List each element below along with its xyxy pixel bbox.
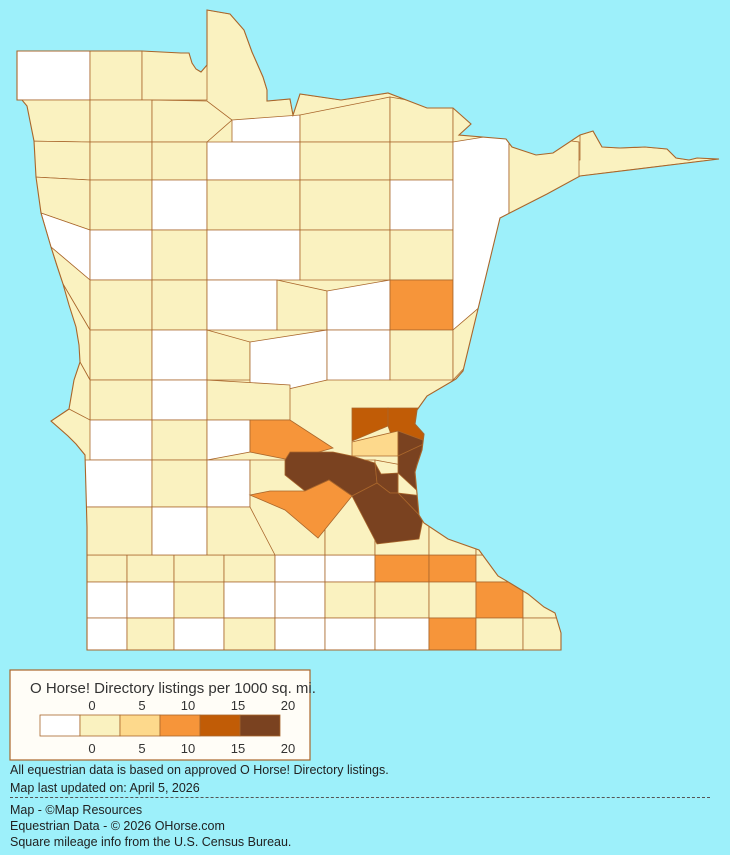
svg-text:15: 15 bbox=[231, 741, 245, 756]
svg-text:20: 20 bbox=[281, 741, 295, 756]
svg-text:10: 10 bbox=[181, 698, 195, 713]
svg-text:15: 15 bbox=[231, 698, 245, 713]
svg-text:5: 5 bbox=[138, 698, 145, 713]
svg-text:20: 20 bbox=[281, 698, 295, 713]
svg-text:O Horse! Directory listings pe: O Horse! Directory listings per 1000 sq.… bbox=[30, 680, 316, 697]
svg-text:10: 10 bbox=[181, 741, 195, 756]
svg-text:0: 0 bbox=[88, 698, 95, 713]
svg-text:0: 0 bbox=[88, 741, 95, 756]
svg-text:5: 5 bbox=[138, 741, 145, 756]
